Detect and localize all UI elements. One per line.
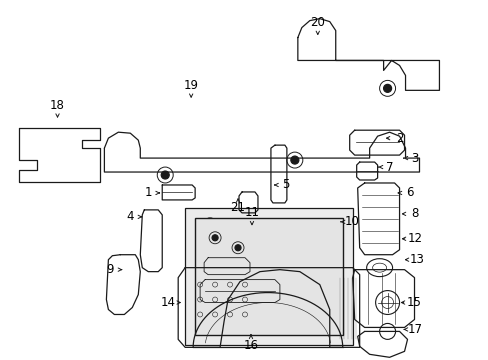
Text: 17: 17	[407, 323, 422, 336]
Text: 5: 5	[282, 179, 289, 192]
Circle shape	[290, 156, 298, 164]
Text: 2: 2	[395, 132, 403, 145]
Text: 8: 8	[410, 207, 417, 220]
Bar	[185, 208, 352, 345]
Text: 3: 3	[410, 152, 417, 165]
Text: 19: 19	[183, 79, 198, 92]
Text: 13: 13	[409, 253, 424, 266]
Text: 9: 9	[106, 263, 114, 276]
Circle shape	[161, 171, 169, 179]
Text: 7: 7	[385, 161, 392, 174]
Text: 16: 16	[243, 339, 258, 352]
Text: 21: 21	[230, 201, 245, 215]
Text: 4: 4	[126, 210, 134, 223]
Text: 12: 12	[407, 232, 422, 245]
Text: 14: 14	[161, 296, 175, 309]
Circle shape	[383, 84, 391, 92]
Text: 10: 10	[344, 215, 358, 228]
Circle shape	[212, 235, 218, 241]
Text: 6: 6	[405, 186, 412, 199]
Text: 20: 20	[310, 16, 325, 29]
Bar	[195, 218, 342, 336]
Text: 11: 11	[244, 206, 259, 219]
Circle shape	[235, 245, 241, 251]
Text: 1: 1	[144, 186, 152, 199]
Text: 15: 15	[406, 296, 421, 309]
Text: 18: 18	[50, 99, 65, 112]
